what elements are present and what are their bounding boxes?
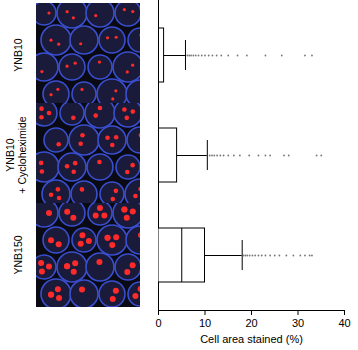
svg-text:Cell area stained (%): Cell area stained (%) bbox=[200, 333, 303, 345]
svg-text:40: 40 bbox=[338, 317, 350, 329]
svg-text:30: 30 bbox=[292, 317, 304, 329]
svg-text:20: 20 bbox=[245, 317, 257, 329]
svg-text:0: 0 bbox=[155, 317, 161, 329]
svg-text:YNB10: YNB10 bbox=[12, 38, 24, 71]
svg-text:YNB10+ Cycloheximide: YNB10+ Cycloheximide bbox=[4, 116, 28, 193]
svg-text:YNB150: YNB150 bbox=[12, 235, 24, 274]
svg-text:10: 10 bbox=[199, 317, 211, 329]
